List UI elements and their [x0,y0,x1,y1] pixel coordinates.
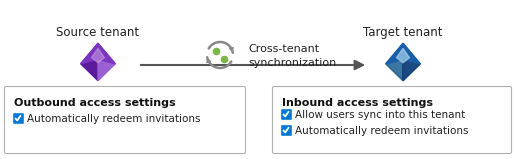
Text: Automatically redeem invitations: Automatically redeem invitations [27,114,201,124]
Polygon shape [403,59,420,81]
FancyBboxPatch shape [281,125,292,136]
Polygon shape [403,43,420,81]
FancyBboxPatch shape [272,86,511,153]
Polygon shape [80,43,115,64]
Polygon shape [80,43,98,81]
FancyBboxPatch shape [5,86,246,153]
Polygon shape [386,43,403,81]
Polygon shape [91,48,104,63]
Text: Target tenant: Target tenant [363,26,443,39]
FancyBboxPatch shape [281,109,292,120]
Text: Automatically redeem invitations: Automatically redeem invitations [295,125,469,135]
FancyBboxPatch shape [13,113,24,124]
Polygon shape [98,43,115,81]
Text: Cross-tenant
synchronization: Cross-tenant synchronization [248,44,336,68]
Polygon shape [386,43,420,64]
Text: Outbound access settings: Outbound access settings [14,98,175,108]
Text: Inbound access settings: Inbound access settings [282,98,433,108]
Text: Source tenant: Source tenant [56,26,139,39]
Text: Allow users sync into this tenant: Allow users sync into this tenant [295,110,465,120]
Polygon shape [396,48,410,63]
Polygon shape [386,59,403,81]
